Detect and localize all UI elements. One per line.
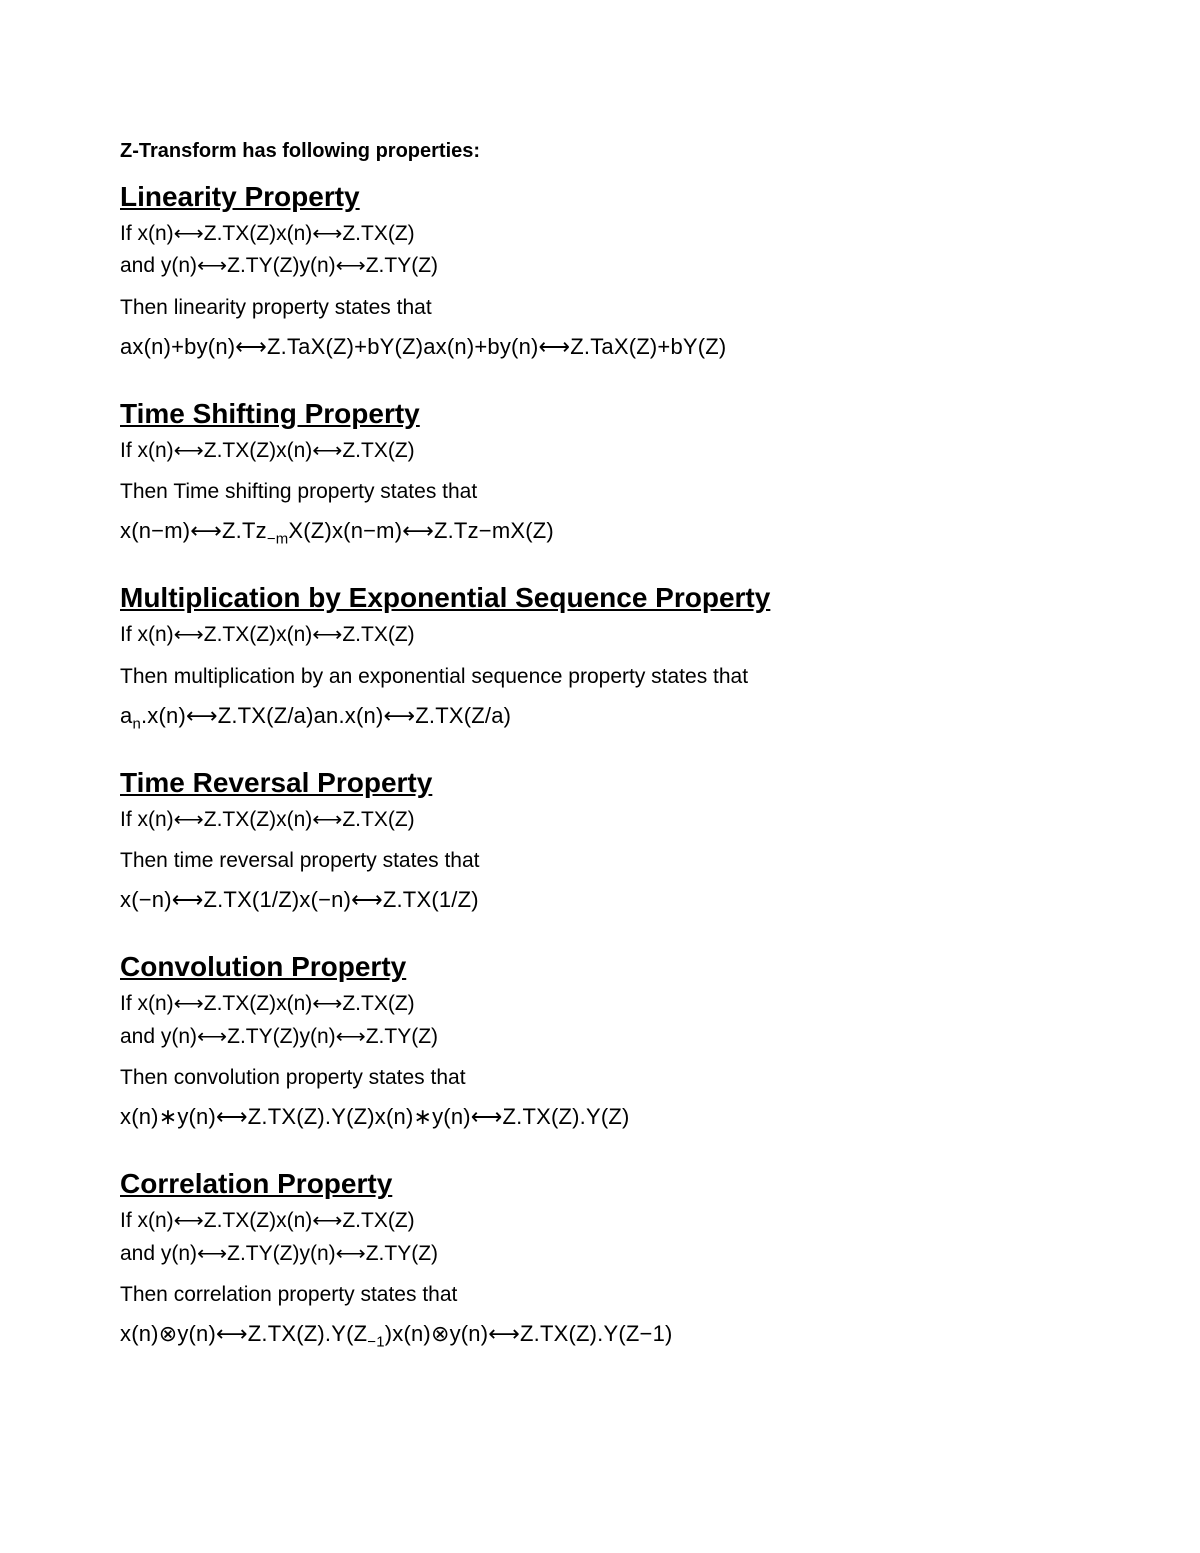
statement-text: Then correlation property states that <box>120 1283 1080 1307</box>
formula-text: x(n)∗y(n)⟷Z.TX(Z).Y(Z)x(n)∗y(n)⟷Z.TX(Z).… <box>120 1104 1080 1130</box>
statement-text: Then convolution property states that <box>120 1066 1080 1090</box>
formula-text: x(n)⊗y(n)⟷Z.TX(Z).Y(Z−1)x(n)⊗y(n)⟷Z.TX(Z… <box>120 1321 1080 1347</box>
statement-text: Then linearity property states that <box>120 296 1080 320</box>
intro-text: Z-Transform has following properties: <box>120 140 1080 163</box>
premise-line: and y(n)⟷Z.TY(Z)y(n)⟷Z.TY(Z) <box>120 1239 1080 1269</box>
section-title: Convolution Property <box>120 951 1080 983</box>
statement-text: Then time reversal property states that <box>120 849 1080 873</box>
premise-line: If x(n)⟷Z.TX(Z)x(n)⟷Z.TX(Z) <box>120 620 1080 650</box>
section-title: Correlation Property <box>120 1168 1080 1200</box>
premise-line: If x(n)⟷Z.TX(Z)x(n)⟷Z.TX(Z) <box>120 805 1080 835</box>
premise-line: If x(n)⟷Z.TX(Z)x(n)⟷Z.TX(Z) <box>120 436 1080 466</box>
premise-line: If x(n)⟷Z.TX(Z)x(n)⟷Z.TX(Z) <box>120 989 1080 1019</box>
premise-line: If x(n)⟷Z.TX(Z)x(n)⟷Z.TX(Z) <box>120 219 1080 249</box>
formula-text: ax(n)+by(n)⟷Z.TaX(Z)+bY(Z)ax(n)+by(n)⟷Z.… <box>120 334 1080 360</box>
section-time-shifting: Time Shifting Property If x(n)⟷Z.TX(Z)x(… <box>120 398 1080 544</box>
statement-text: Then Time shifting property states that <box>120 480 1080 504</box>
section-title: Time Shifting Property <box>120 398 1080 430</box>
statement-text: Then multiplication by an exponential se… <box>120 665 1080 689</box>
section-linearity: Linearity Property If x(n)⟷Z.TX(Z)x(n)⟷Z… <box>120 181 1080 360</box>
formula-text: an.x(n)⟷Z.TX(Z/a)an.x(n)⟷Z.TX(Z/a) <box>120 703 1080 729</box>
section-title: Time Reversal Property <box>120 767 1080 799</box>
section-time-reversal: Time Reversal Property If x(n)⟷Z.TX(Z)x(… <box>120 767 1080 913</box>
premise-line: and y(n)⟷Z.TY(Z)y(n)⟷Z.TY(Z) <box>120 251 1080 281</box>
premise-line: and y(n)⟷Z.TY(Z)y(n)⟷Z.TY(Z) <box>120 1022 1080 1052</box>
document-page: Z-Transform has following properties: Li… <box>0 0 1200 1553</box>
section-correlation: Correlation Property If x(n)⟷Z.TX(Z)x(n)… <box>120 1168 1080 1347</box>
premise-line: If x(n)⟷Z.TX(Z)x(n)⟷Z.TX(Z) <box>120 1206 1080 1236</box>
formula-text: x(−n)⟷Z.TX(1/Z)x(−n)⟷Z.TX(1/Z) <box>120 887 1080 913</box>
section-title: Linearity Property <box>120 181 1080 213</box>
section-convolution: Convolution Property If x(n)⟷Z.TX(Z)x(n)… <box>120 951 1080 1130</box>
formula-text: x(n−m)⟷Z.Tz−mX(Z)x(n−m)⟷Z.Tz−mX(Z) <box>120 518 1080 544</box>
section-title: Multiplication by Exponential Sequence P… <box>120 582 1080 614</box>
section-exponential: Multiplication by Exponential Sequence P… <box>120 582 1080 728</box>
